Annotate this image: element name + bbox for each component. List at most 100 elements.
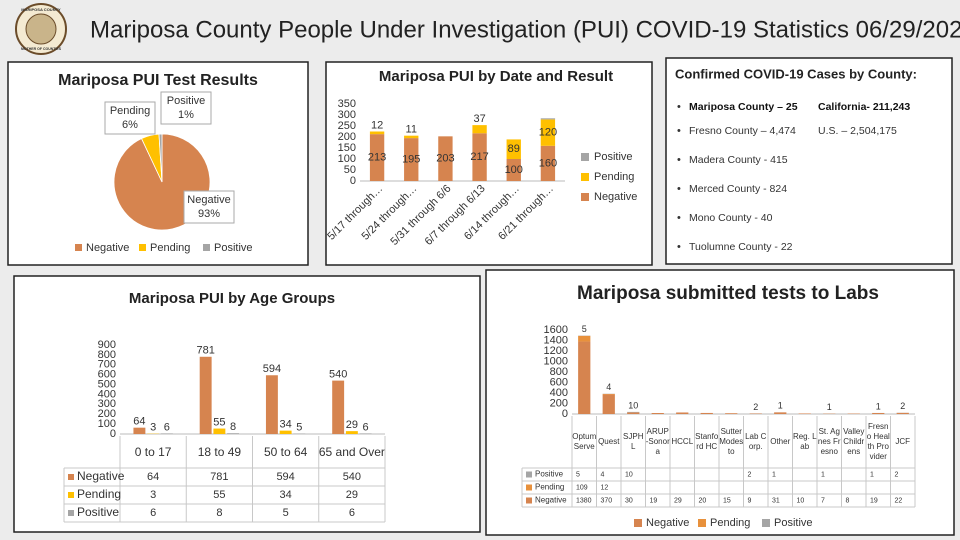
data-label: 5 [582,324,587,334]
bar [602,394,615,414]
bar [472,125,487,134]
legend-swatch [68,474,74,480]
slice-label: Positive [167,95,206,107]
legend-swatch [581,193,589,201]
data-label: 217 [470,151,488,163]
bar [438,136,453,181]
data-label: 2 [900,401,905,411]
bar [369,131,385,135]
x-tick-label: 50 to 64 [263,445,308,459]
bar [332,380,345,434]
x-tick-label: ARUP-Sonora [645,427,670,456]
y-tick-label: 1600 [544,324,568,336]
legend-label: Pending [710,517,750,529]
x-tick-label-box: Valley Childrens [843,427,865,456]
x-tick-label-box: Quest [598,437,619,446]
bullet: • [677,183,681,195]
data-label: 203 [436,153,454,165]
legend-label: Pending [150,242,190,254]
y-tick-label: 100 [338,153,356,165]
legend-label: Pending [594,171,634,183]
x-tick-label-box: 50 to 64 [263,445,308,459]
legend-swatch [526,484,532,491]
table-value: 22 [895,497,903,504]
y-tick-label: 1000 [544,355,568,367]
bullet: • [677,154,681,166]
case-count: Merced County - 824 [689,183,787,195]
slice-value: 6% [122,119,138,131]
legend-swatch [68,510,74,516]
table-value: 34 [280,489,292,501]
data-label: 1 [827,402,832,412]
x-tick-label: 18 to 49 [197,445,242,459]
table-value: 1 [772,471,776,478]
data-label: 37 [473,113,485,125]
bar [345,431,358,434]
y-tick-label: 0 [350,175,356,187]
logo-center [25,13,57,45]
logo-text: MOTHER OF COUNTIES [21,47,62,51]
legend-swatch [139,244,146,251]
legend-label: Positive [594,151,633,163]
bar [199,356,212,434]
data-label: 11 [406,124,417,136]
row-label: Pending [535,483,564,492]
bar [798,413,811,414]
table-value: 6 [349,507,355,519]
x-tick-label-box: 0 to 17 [135,445,172,459]
table-value: 109 [576,484,588,491]
slice-label: Negative [187,194,230,206]
panel [665,57,953,265]
table-value: 55 [213,489,225,501]
label-box [160,91,212,125]
row-label: Negative [535,496,567,505]
x-tick-label-box: Stanford HC [695,432,718,451]
bar [578,335,591,342]
x-tick-label: Valley Childrens [843,427,865,456]
bar [700,412,713,414]
table-value: 9 [748,497,752,504]
table-value: 3 [150,489,156,501]
x-tick-label-box: Fresno Health Provider [867,422,890,461]
bar [227,433,240,434]
table-value: 29 [674,497,682,504]
bar [602,393,615,395]
y-tick-label: 600 [98,369,116,381]
y-tick-label: 300 [338,109,356,121]
data-label: 5 [296,421,302,433]
y-tick-label: 800 [98,349,116,361]
label-box [104,101,156,135]
data-label: 2 [753,402,758,412]
x-tick-label-box: HCCL [671,437,693,446]
y-tick-label: 200 [550,397,568,409]
legend-swatch [762,519,770,527]
legend-swatch [634,519,642,527]
legend-label: Negative [594,191,637,203]
data-label: 6 [363,421,369,433]
bar [725,413,738,414]
x-tick-label-box: Other [770,437,790,446]
table-value: 12 [601,484,609,491]
x-tick-label-box: ARUP-Sonora [645,427,670,456]
data-label: 12 [371,119,383,131]
y-tick-label: 100 [98,418,116,430]
legend-label: Positive [214,242,253,254]
bullet: • [677,241,681,253]
x-tick-label: JCF [895,437,911,446]
legend-swatch [698,519,706,527]
legend-swatch [68,492,74,498]
legend-swatch [75,244,82,251]
y-tick-label: 150 [338,142,356,154]
logo: MARIPOSA COUNTY MOTHER OF COUNTIES [15,3,67,55]
bar [651,413,664,414]
y-tick-label: 700 [98,359,116,371]
table-value: 1 [870,471,874,478]
data-label: 6 [164,421,170,433]
y-tick-label: 0 [110,428,116,440]
y-tick-label: 600 [550,376,568,388]
x-tick-label: Lab Corp. [745,432,767,451]
chart-title: Mariposa submitted tests to Labs [577,283,879,304]
row-label: Positive [77,505,119,519]
table-value: 2 [895,471,899,478]
y-tick-label: 300 [98,398,116,410]
